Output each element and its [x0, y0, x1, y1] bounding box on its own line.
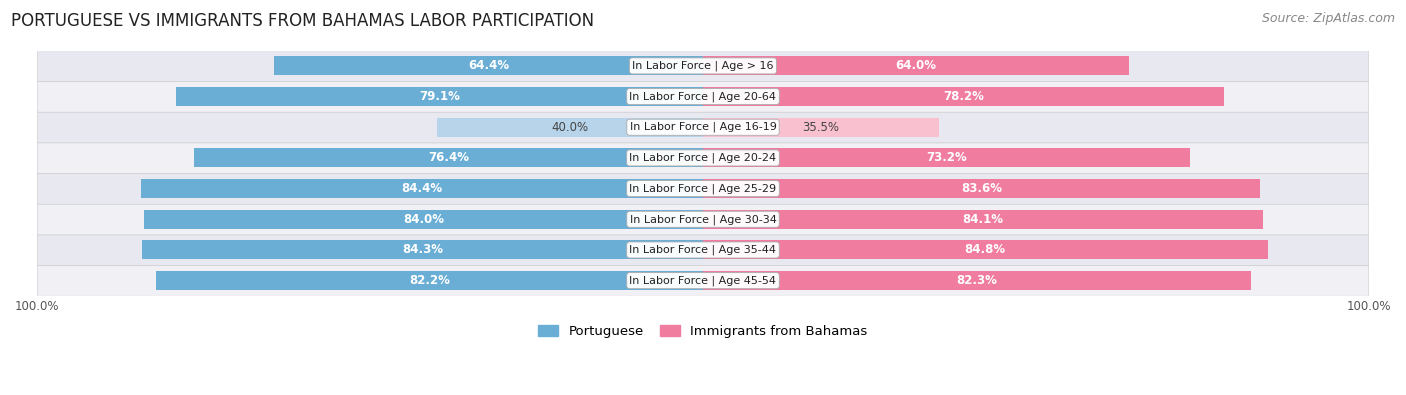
Bar — [703, 118, 939, 137]
Bar — [703, 56, 1129, 75]
Text: 35.5%: 35.5% — [803, 121, 839, 134]
Text: In Labor Force | Age 16-19: In Labor Force | Age 16-19 — [630, 122, 776, 132]
Text: 84.8%: 84.8% — [965, 243, 1005, 256]
Text: 84.4%: 84.4% — [402, 182, 443, 195]
Text: In Labor Force | Age 20-64: In Labor Force | Age 20-64 — [630, 91, 776, 102]
FancyBboxPatch shape — [37, 234, 1369, 265]
Text: 84.0%: 84.0% — [404, 213, 444, 226]
Bar — [703, 87, 1223, 106]
Bar — [703, 149, 1191, 167]
Text: 100.0%: 100.0% — [1347, 300, 1391, 313]
Text: 64.4%: 64.4% — [468, 59, 509, 72]
Bar — [437, 118, 703, 137]
Text: 78.2%: 78.2% — [943, 90, 984, 103]
Bar — [156, 271, 703, 290]
FancyBboxPatch shape — [37, 112, 1369, 143]
Text: In Labor Force | Age 35-44: In Labor Force | Age 35-44 — [630, 245, 776, 255]
Text: In Labor Force | Age 25-29: In Labor Force | Age 25-29 — [630, 183, 776, 194]
Bar — [194, 149, 703, 167]
FancyBboxPatch shape — [37, 142, 1369, 173]
Text: Source: ZipAtlas.com: Source: ZipAtlas.com — [1261, 12, 1395, 25]
FancyBboxPatch shape — [37, 204, 1369, 235]
Bar — [141, 179, 703, 198]
Text: 82.2%: 82.2% — [409, 274, 450, 287]
Text: 40.0%: 40.0% — [551, 121, 589, 134]
Text: In Labor Force | Age > 16: In Labor Force | Age > 16 — [633, 61, 773, 71]
FancyBboxPatch shape — [37, 81, 1369, 112]
FancyBboxPatch shape — [37, 265, 1369, 296]
Bar — [142, 241, 703, 260]
Text: In Labor Force | Age 20-24: In Labor Force | Age 20-24 — [630, 153, 776, 163]
Bar — [176, 87, 703, 106]
Bar — [703, 210, 1263, 229]
Bar — [143, 210, 703, 229]
Text: 100.0%: 100.0% — [15, 300, 59, 313]
Text: 64.0%: 64.0% — [896, 59, 936, 72]
Text: 76.4%: 76.4% — [429, 151, 470, 164]
FancyBboxPatch shape — [37, 173, 1369, 204]
Bar — [703, 271, 1251, 290]
Text: 82.3%: 82.3% — [956, 274, 997, 287]
Text: In Labor Force | Age 45-54: In Labor Force | Age 45-54 — [630, 275, 776, 286]
Text: 83.6%: 83.6% — [960, 182, 1002, 195]
Text: PORTUGUESE VS IMMIGRANTS FROM BAHAMAS LABOR PARTICIPATION: PORTUGUESE VS IMMIGRANTS FROM BAHAMAS LA… — [11, 12, 595, 30]
Legend: Portuguese, Immigrants from Bahamas: Portuguese, Immigrants from Bahamas — [533, 320, 873, 343]
FancyBboxPatch shape — [37, 50, 1369, 81]
Bar — [703, 179, 1260, 198]
Text: 84.1%: 84.1% — [963, 213, 1004, 226]
Text: 73.2%: 73.2% — [927, 151, 967, 164]
Text: In Labor Force | Age 30-34: In Labor Force | Age 30-34 — [630, 214, 776, 224]
Text: 79.1%: 79.1% — [419, 90, 460, 103]
Bar — [703, 241, 1268, 260]
Bar — [274, 56, 703, 75]
Text: 84.3%: 84.3% — [402, 243, 443, 256]
